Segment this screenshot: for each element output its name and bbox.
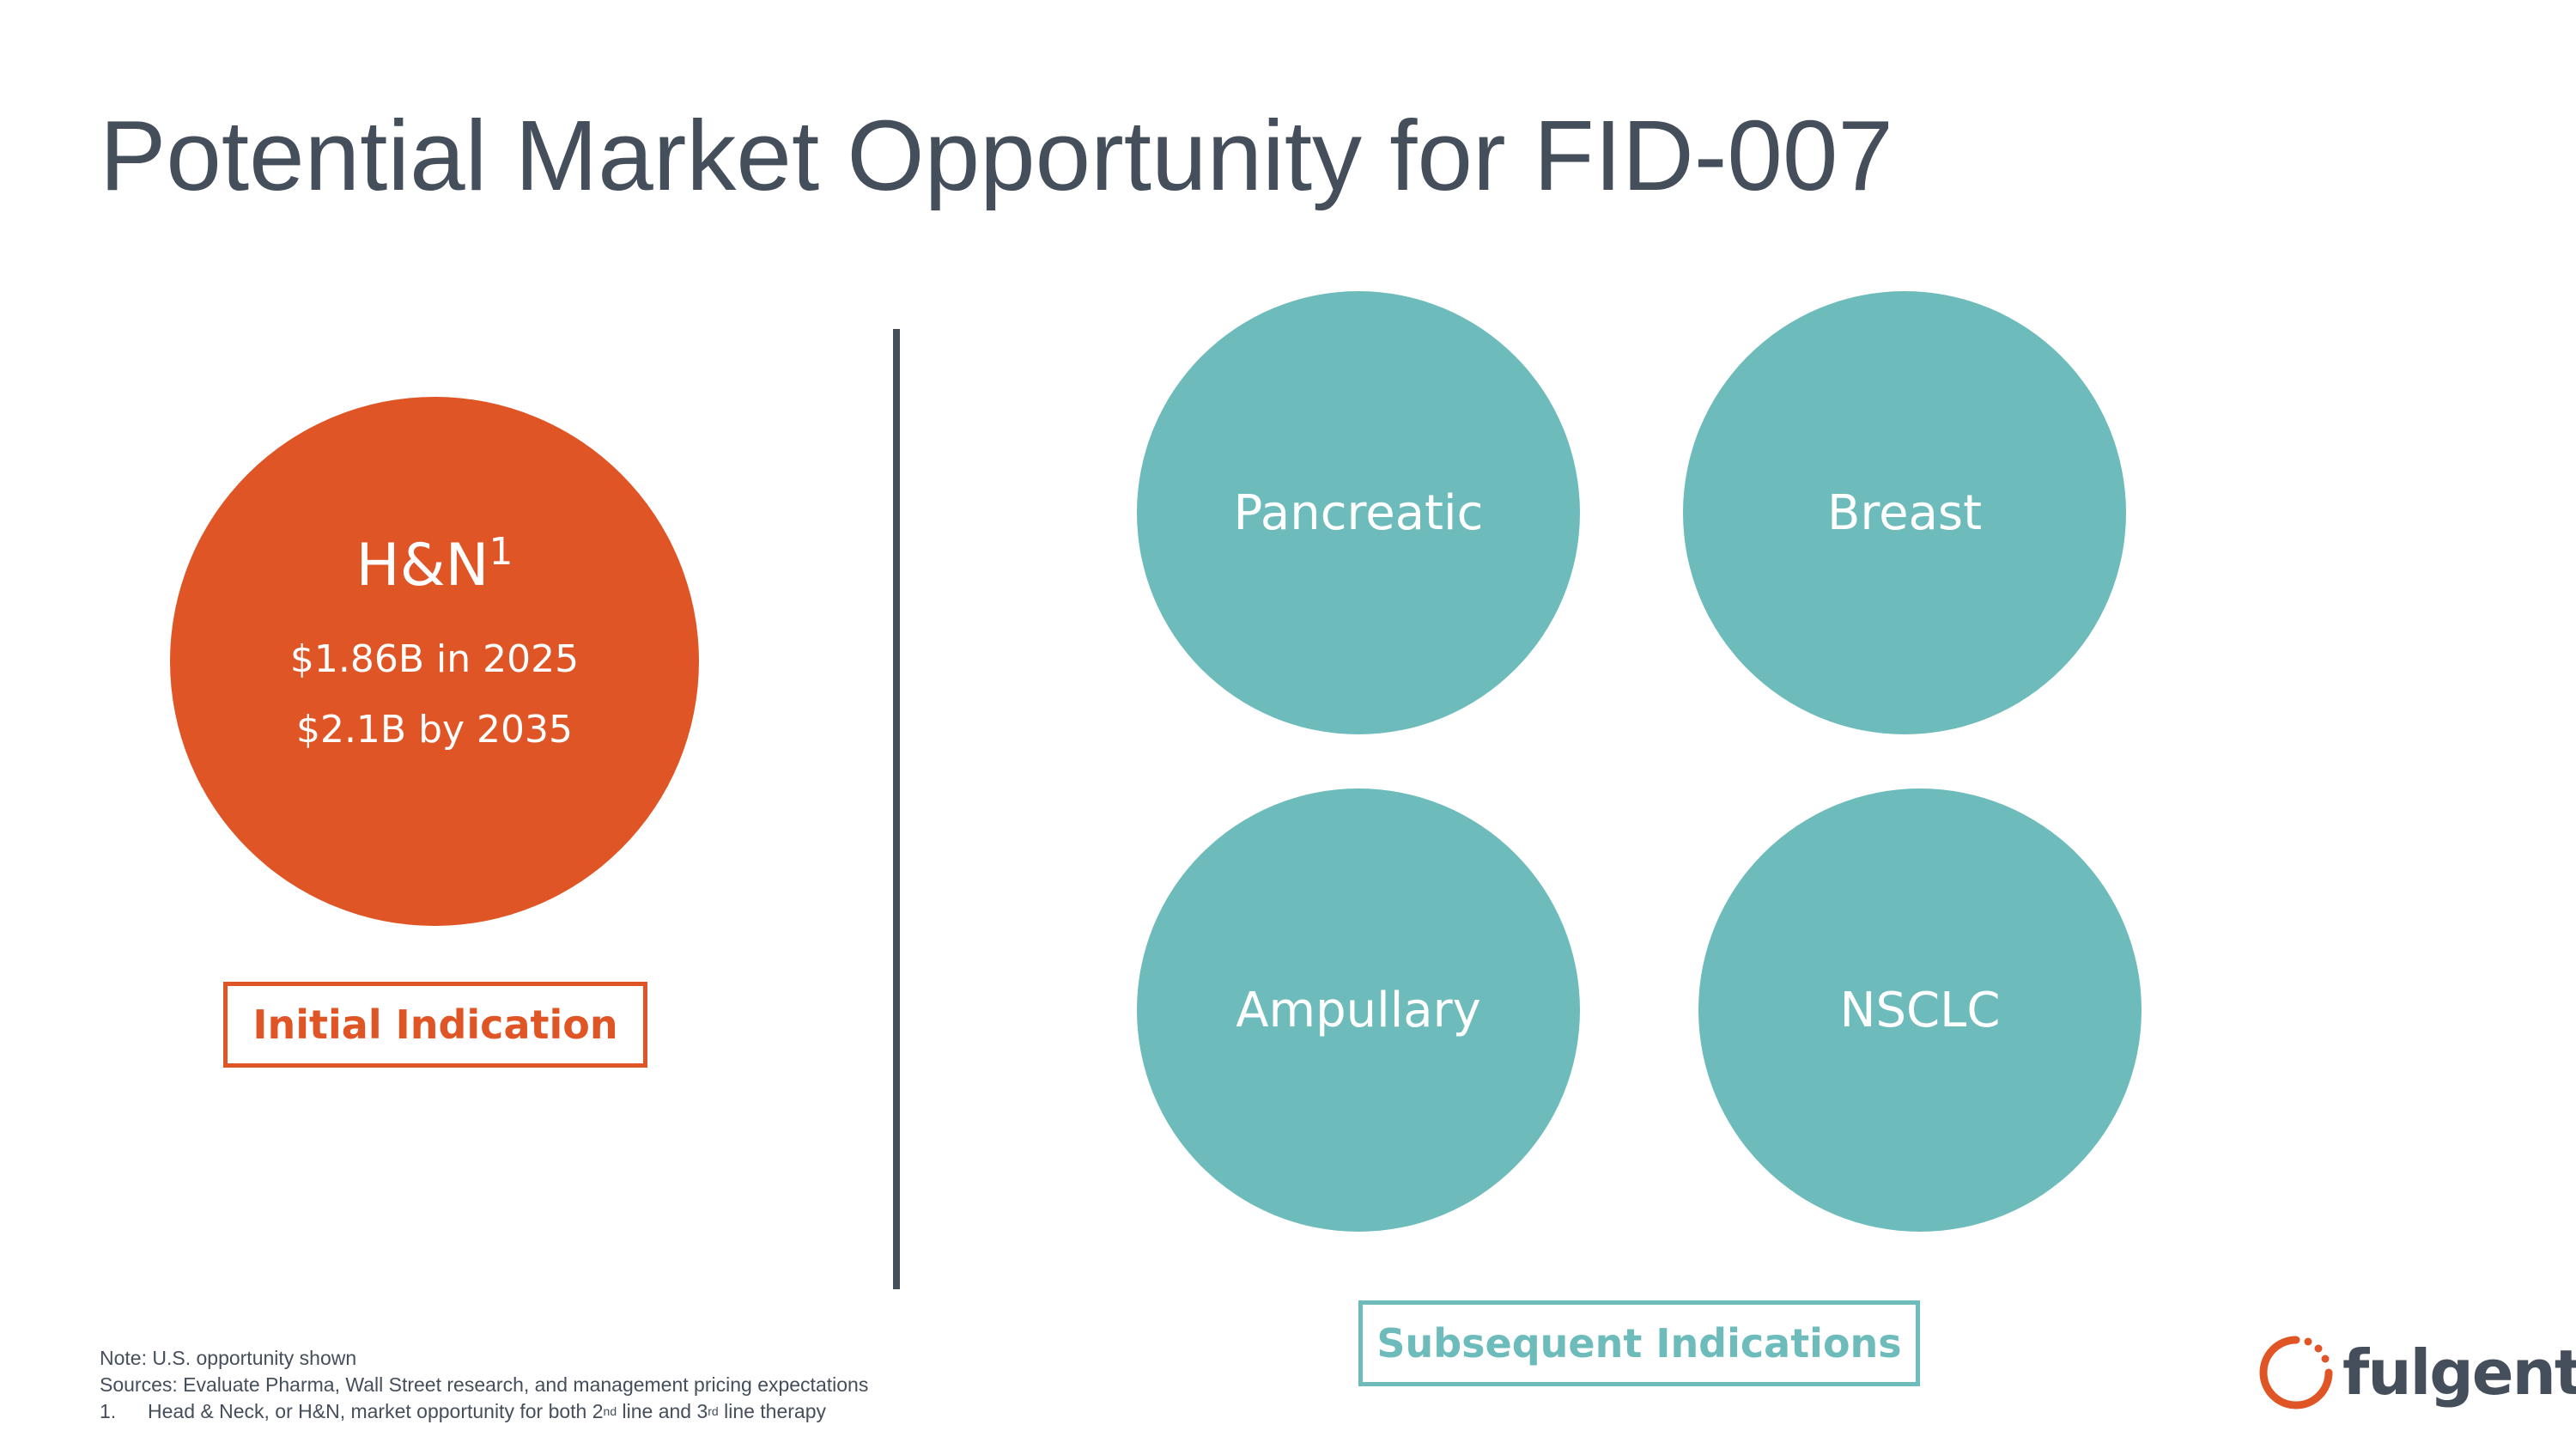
footnotes: Note: U.S. opportunity shown Sources: Ev…	[100, 1345, 868, 1425]
hn-label: H&N1	[355, 533, 513, 595]
hn-market-circle: H&N1 $1.86B in 2025 $2.1B by 2035	[170, 397, 699, 926]
breast-circle: Breast	[1683, 291, 2126, 734]
pancreatic-circle: Pancreatic	[1137, 291, 1580, 734]
ampullary-circle: Ampullary	[1137, 788, 1580, 1232]
footnote-text-2: line and 3	[617, 1400, 708, 1422]
slide-title: Potential Market Opportunity for FID-007	[100, 100, 1893, 211]
pancreatic-label: Pancreatic	[1233, 484, 1484, 541]
note-line: Note: U.S. opportunity shown	[100, 1347, 357, 1369]
hn-value-2035: $2.1B by 2035	[295, 708, 574, 752]
initial-indication-label: Initial Indication	[223, 982, 647, 1068]
subsequent-indications-label: Subsequent Indications	[1358, 1300, 1920, 1386]
hn-value-2025: $1.86B in 2025	[289, 637, 580, 681]
nsclc-label: NSCLC	[1839, 982, 2001, 1038]
logo-wordmark: fulgent	[2342, 1336, 2576, 1409]
fulgent-logo: fulgent ®	[2255, 1331, 2576, 1414]
footnote-1: 1. Head & Neck, or H&N, market opportunit…	[100, 1398, 868, 1425]
hn-label-text: H&N	[355, 532, 489, 600]
footnote-number: 1.	[100, 1400, 117, 1422]
breast-label: Breast	[1826, 484, 1983, 541]
footnote-text-1: Head & Neck, or H&N, market opportunity …	[148, 1400, 604, 1422]
hn-footnote-marker: 1	[489, 530, 513, 574]
sources-line: Sources: Evaluate Pharma, Wall Street re…	[100, 1373, 869, 1396]
footnote-text-3: line therapy	[718, 1400, 827, 1422]
ampullary-label: Ampullary	[1236, 982, 1481, 1038]
footnote-sup-rd: rd	[708, 1404, 719, 1418]
nsclc-circle: NSCLC	[1698, 788, 2142, 1232]
section-divider	[893, 329, 900, 1289]
fulgent-ring-icon	[2259, 1336, 2333, 1409]
footnote-sup-nd: nd	[603, 1404, 617, 1418]
